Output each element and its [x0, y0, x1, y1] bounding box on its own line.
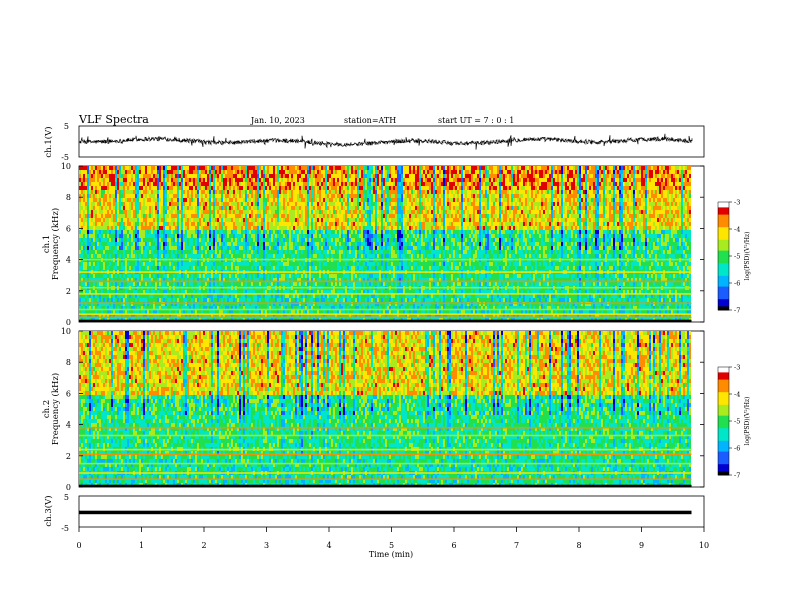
ch3-ytick-top: 5: [64, 493, 69, 502]
cb2-tick-label: -4: [734, 391, 740, 399]
cb1-label: log(PSD)(V²/Hz): [744, 232, 751, 281]
spec1-ytick-label: 6: [66, 224, 71, 233]
spec1-ytick-label: 2: [66, 287, 71, 296]
ch1-waveform-panel: 5 -5 ch.1(V): [43, 122, 704, 162]
spec1-ytick-label: 0: [66, 318, 71, 327]
cb1-tick-label: -7: [734, 307, 740, 315]
spec1-ytick-label: 8: [66, 193, 71, 202]
spec2-ytick-label: 10: [61, 327, 71, 336]
ch1-spec-ylabel-freq: Frequency (kHz): [50, 208, 61, 280]
spec2-ytick-label: 8: [66, 358, 71, 367]
cb1-tick-label: -4: [734, 226, 740, 234]
x-tick-label: 5: [389, 541, 394, 550]
x-axis: 0 1 2 3 4 5 6 7 8 9 10: [76, 527, 709, 550]
ch1-colorbar: -3 -4 -5 -6 -7 log(PSD)(V²/Hz): [718, 199, 751, 315]
spec2-ytick-label: 6: [66, 389, 71, 398]
ch1-spectrogram-image: [79, 166, 692, 322]
cb1-tick-label: -5: [734, 253, 740, 261]
spec2-ytick-label: 0: [66, 483, 71, 492]
ch1-waveform-trace: [80, 134, 692, 150]
spec1-ytick-label: 10: [61, 162, 71, 171]
x-axis-label: Time (min): [369, 550, 413, 559]
ch1-wave-ylabel: ch.1(V): [43, 126, 54, 157]
cb2-tick-label: -5: [734, 418, 740, 426]
ch3-waveform-trace: [79, 511, 692, 515]
ch2-spec-ylabel-freq: Frequency (kHz): [50, 373, 61, 445]
x-tick-label: 1: [139, 541, 144, 550]
figure-title: VLF Spectra: [78, 113, 149, 126]
cb2-tick-label: -7: [734, 472, 740, 480]
header-start-time: start UT = 7 : 0 : 1: [438, 116, 514, 125]
ch3-wave-ylabel: ch.3(V): [43, 495, 54, 526]
x-tick-label: 6: [451, 541, 456, 550]
x-tick-label: 2: [201, 541, 206, 550]
x-tick-label: 4: [326, 541, 331, 550]
cb2-tick-label: -3: [734, 364, 740, 372]
cb2-tick-label: -6: [734, 445, 740, 453]
spec2-ytick-label: 2: [66, 452, 71, 461]
x-tick-label: 9: [639, 541, 644, 550]
spec2-ytick-label: 4: [66, 421, 71, 430]
header-date: Jan. 10, 2023: [250, 116, 305, 125]
spec1-ytick-label: 4: [66, 256, 71, 265]
ch2-spectrogram-image: [79, 331, 692, 487]
x-tick-label: 3: [264, 541, 269, 550]
cb1-tick-label: -6: [734, 280, 740, 288]
ch1-ytick-bottom: -5: [61, 153, 69, 162]
cb1-tick-label: -3: [734, 199, 740, 207]
header-station: station=ATH: [344, 116, 396, 125]
cb2-label: log(PSD)(V²/Hz): [744, 397, 751, 446]
x-tick-label: 8: [576, 541, 581, 550]
ch2-colorbar: -3 -4 -5 -6 -7 log(PSD)(V²/Hz): [718, 364, 751, 480]
x-tick-label: 7: [514, 541, 519, 550]
ch3-ytick-bottom: -5: [61, 524, 69, 533]
ch3-waveform-panel: 5 -5 ch.3(V): [43, 493, 704, 533]
x-tick-label: 10: [699, 541, 709, 550]
ch1-ytick-top: 5: [64, 122, 69, 131]
x-tick-label: 0: [76, 541, 81, 550]
